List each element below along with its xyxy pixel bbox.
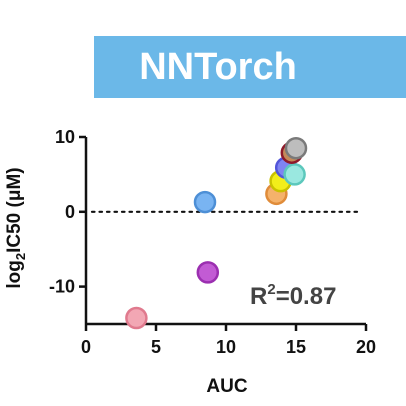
- x-tick-label: 15: [286, 337, 306, 357]
- r-squared-annotation: R2=0.87: [250, 281, 336, 310]
- x-ticks: 0 5 10 15 20: [81, 324, 376, 357]
- x-axis-label: AUC: [206, 376, 247, 397]
- data-point: [283, 163, 306, 186]
- x-tick-label: 10: [216, 337, 236, 357]
- y-tick-label: -10: [49, 277, 75, 297]
- data-point: [196, 261, 220, 284]
- y-axis-label: log2IC50 (μM): [4, 167, 28, 288]
- data-point: [125, 306, 148, 330]
- data-point: [284, 136, 308, 160]
- x-tick-label: 5: [151, 337, 161, 357]
- y-tick-label: 0: [65, 202, 75, 222]
- y-ticks: 10 0 -10: [49, 127, 86, 297]
- banner-title: NNTorch: [139, 46, 297, 88]
- chart-banner: NNTorch: [94, 36, 406, 98]
- x-tick-label: 20: [356, 337, 376, 357]
- y-tick-label: 10: [55, 127, 75, 147]
- data-point: [193, 190, 217, 214]
- data-points: [125, 136, 308, 330]
- x-tick-label: 0: [81, 337, 91, 357]
